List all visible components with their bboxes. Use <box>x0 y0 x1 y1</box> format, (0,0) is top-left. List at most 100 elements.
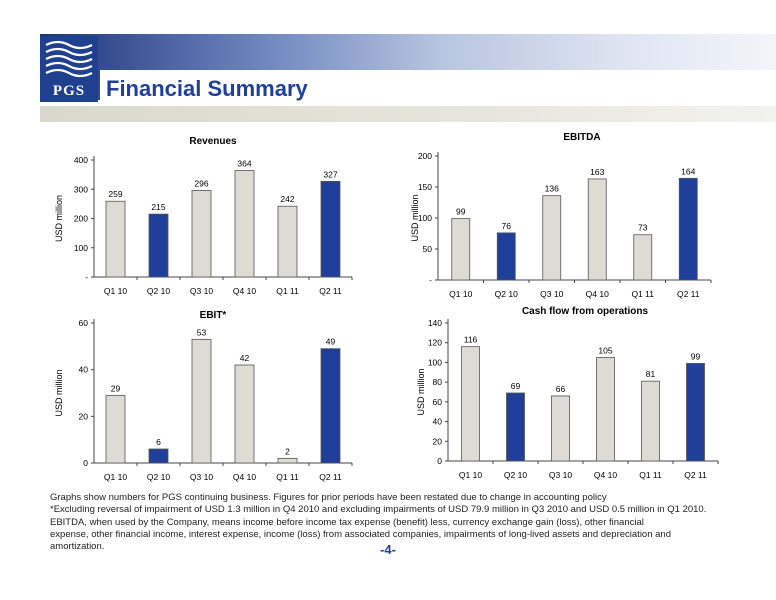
x-tick-label: Q4 10 <box>594 470 617 480</box>
y-axis-label: USD million <box>410 194 420 241</box>
y-tick-label: 80 <box>433 377 443 387</box>
footnote-line: amortization. <box>50 541 105 553</box>
x-tick-label: Q2 11 <box>684 470 707 480</box>
data-label: 105 <box>598 346 612 356</box>
y-tick-label: 100 <box>74 243 88 253</box>
bar <box>496 232 516 281</box>
bar <box>148 213 169 278</box>
data-label: 296 <box>194 178 208 188</box>
x-tick-label: Q1 10 <box>104 472 127 482</box>
x-tick-label: Q1 10 <box>104 286 127 296</box>
y-tick-label: 0 <box>437 456 442 466</box>
y-tick-label: 100 <box>418 213 432 223</box>
logo-text: PGS <box>52 83 86 99</box>
data-label: 327 <box>323 169 337 179</box>
pgs-logo: PGS <box>40 36 98 102</box>
footnote-line: expense, other financial income, interes… <box>50 528 671 540</box>
y-tick-label: 300 <box>74 184 88 194</box>
data-label: 6 <box>156 437 161 447</box>
header-title-area <box>100 70 776 106</box>
footnotes: Graphs show numbers for PGS continuing b… <box>50 492 740 553</box>
x-tick-label: Q1 11 <box>631 289 654 299</box>
y-tick-label: 40 <box>79 365 89 375</box>
bar <box>320 348 341 464</box>
data-label: 2 <box>285 446 290 456</box>
revenues-chart: Revenues USD million - 100 200 300 400 259 Q1 10… <box>54 136 353 296</box>
data-label: 163 <box>590 167 604 177</box>
x-tick-label: Q4 10 <box>233 472 256 482</box>
header-subband <box>40 106 776 122</box>
x-tick-label: Q1 10 <box>459 470 482 480</box>
y-tick-label: 20 <box>433 436 443 446</box>
x-tick-label: Q3 10 <box>540 289 563 299</box>
bar <box>587 178 607 281</box>
y-tick-label: 400 <box>74 155 88 165</box>
data-label: 99 <box>691 351 701 361</box>
bar <box>596 357 615 462</box>
x-tick-label: Q3 10 <box>549 470 572 480</box>
bar <box>678 177 698 281</box>
footnote-line: EBITDA, when used by the Company, means … <box>50 516 644 528</box>
data-label: 73 <box>638 223 648 233</box>
x-tick-label: Q3 10 <box>190 286 213 296</box>
data-label: 99 <box>456 207 466 217</box>
y-tick-label: 0 <box>83 458 88 468</box>
data-label: 259 <box>108 189 122 199</box>
bar <box>506 392 525 462</box>
bar <box>191 338 212 464</box>
y-tick-label: 20 <box>79 411 89 421</box>
bar <box>234 364 255 464</box>
footnote-line: Graphs show numbers for PGS continuing b… <box>50 492 607 503</box>
data-label: 215 <box>151 202 165 212</box>
y-tick-label: 200 <box>418 151 432 161</box>
x-tick-label: Q4 10 <box>233 286 256 296</box>
chart-title: Cash flow from operations <box>522 306 649 317</box>
bar <box>551 395 570 462</box>
bar <box>277 457 298 464</box>
wave-logo-icon <box>45 40 93 78</box>
chart-title: Revenues <box>189 136 237 147</box>
bar <box>105 394 126 464</box>
data-label: 29 <box>111 383 121 393</box>
x-tick-label: Q1 10 <box>449 289 472 299</box>
bar <box>633 234 653 281</box>
data-label: 49 <box>326 337 336 347</box>
data-label: 164 <box>681 166 695 176</box>
data-label: 76 <box>502 221 512 231</box>
y-tick-label: 100 <box>428 357 442 367</box>
data-label: 81 <box>646 369 656 379</box>
bar <box>686 363 705 462</box>
data-label: 364 <box>237 159 251 169</box>
y-tick-label: - <box>85 272 88 282</box>
bar <box>277 205 298 278</box>
x-tick-label: Q2 11 <box>319 286 342 296</box>
data-label: 116 <box>464 335 478 345</box>
bar <box>191 190 212 278</box>
page-title: Financial Summary <box>106 76 308 101</box>
bar <box>641 380 660 462</box>
data-label: 136 <box>545 184 559 194</box>
bar <box>461 346 480 462</box>
data-label: 42 <box>240 353 250 363</box>
data-label: 66 <box>556 384 566 394</box>
bar <box>148 448 169 464</box>
x-tick-label: Q2 10 <box>147 472 170 482</box>
x-tick-label: Q2 10 <box>147 286 170 296</box>
chart-title: EBITDA <box>563 132 600 143</box>
x-tick-label: Q3 10 <box>190 472 213 482</box>
y-tick-label: 60 <box>79 318 89 328</box>
y-tick-label: 60 <box>433 397 443 407</box>
y-tick-label: 200 <box>74 214 88 224</box>
x-tick-label: Q2 10 <box>504 470 527 480</box>
ebit-chart: EBIT* USD million 0 20 40 60 29 Q1 10 6 Q2 10 53 Q3… <box>54 310 353 482</box>
x-tick-label: Q2 11 <box>677 289 700 299</box>
x-tick-label: Q2 11 <box>319 472 342 482</box>
y-tick-label: 50 <box>423 244 433 254</box>
chart-title: EBIT* <box>200 310 227 321</box>
x-tick-label: Q2 10 <box>495 289 518 299</box>
y-axis-label: USD million <box>54 369 64 416</box>
y-axis-label: USD million <box>416 368 426 415</box>
bar <box>105 200 126 278</box>
x-tick-label: Q1 11 <box>276 286 299 296</box>
page-number: -4- <box>380 542 396 557</box>
